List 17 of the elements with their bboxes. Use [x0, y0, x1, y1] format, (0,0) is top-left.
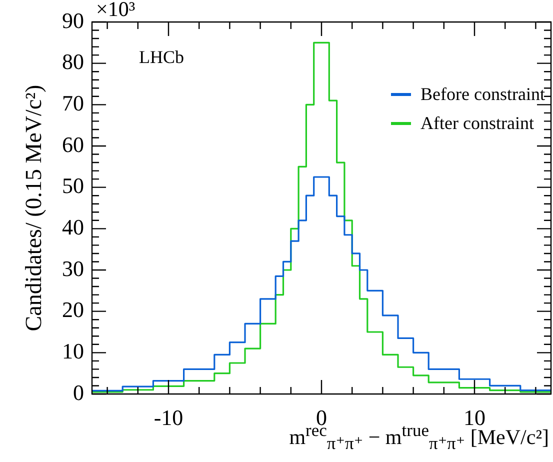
y-tick-label: 20: [62, 297, 84, 322]
y-tick-label: 10: [62, 338, 84, 364]
x-tick-label: -10: [154, 404, 184, 430]
y-axis-title: Candidates/ (0.15 MeV/c²): [21, 84, 47, 332]
y-tick-label: 50: [62, 173, 84, 198]
legend-label: After constraint: [420, 113, 534, 134]
y-tick-label: 90: [62, 8, 84, 33]
y-tick-label: 0: [73, 380, 84, 405]
annotation: LHCb: [139, 47, 184, 68]
legend-label: Before constraint: [420, 84, 545, 105]
text: ×10³: [96, 0, 136, 22]
y-tick-label: 80: [62, 49, 84, 74]
y-tick-label: 60: [62, 132, 84, 157]
y-tick-label: 70: [62, 90, 84, 116]
y-tick-label: 40: [62, 214, 84, 240]
y-tick-label: 30: [62, 256, 84, 281]
x-tick-label: 10: [464, 404, 486, 430]
